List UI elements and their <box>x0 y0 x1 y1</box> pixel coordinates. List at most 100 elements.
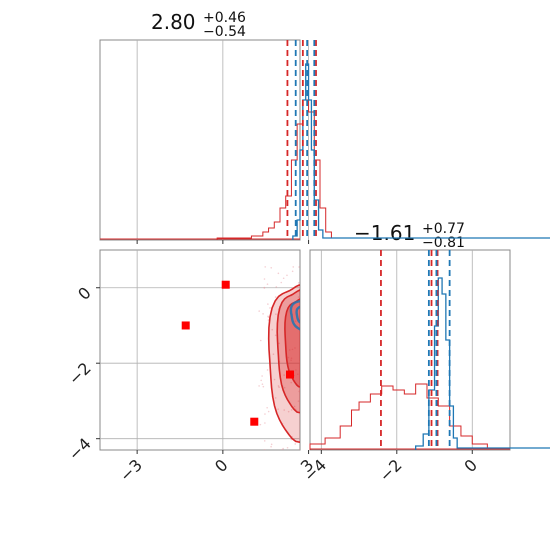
scatter-point <box>306 379 308 381</box>
scatter-point <box>259 423 262 426</box>
scatter-point <box>283 374 285 376</box>
contour-red <box>267 284 300 444</box>
scatter-point <box>262 313 264 315</box>
scatter-point <box>298 266 300 268</box>
title-p1-plus: +0.46 <box>203 10 246 26</box>
scatter-point <box>267 316 270 318</box>
scatter-point <box>295 369 297 371</box>
scatter-point <box>262 385 265 388</box>
joint-density-panel <box>96 249 310 455</box>
scatter-point <box>258 385 260 387</box>
histogram-red-series <box>216 99 550 240</box>
y-tick-label: −2 <box>65 359 95 389</box>
scatter-point <box>302 378 304 380</box>
scatter-point <box>267 410 270 413</box>
scatter-point <box>286 446 289 449</box>
scatter-point <box>263 286 266 289</box>
scatter-point <box>263 278 266 280</box>
scatter-point <box>301 364 303 366</box>
scatter-point <box>277 408 279 410</box>
title-p2-value: −1.61 <box>354 221 415 245</box>
histogram-p1-panel <box>99 39 550 244</box>
scatter-point <box>304 437 306 439</box>
scatter-point <box>266 406 268 409</box>
scatter-point <box>308 421 310 423</box>
scatter-point <box>270 453 272 455</box>
scatter-point <box>277 385 280 387</box>
scatter-point <box>298 390 300 393</box>
marker-red <box>250 417 259 426</box>
scatter-point <box>264 266 267 268</box>
scatter-point <box>305 296 307 298</box>
scatter-point <box>282 447 284 450</box>
scatter-point <box>308 400 310 402</box>
title-p1-minus: −0.54 <box>203 24 246 40</box>
scatter-point <box>297 373 299 376</box>
scatter-point <box>307 359 309 361</box>
joint-density-content <box>100 250 310 455</box>
scatter-point <box>278 386 280 389</box>
scatter-point <box>269 307 271 309</box>
title-p1-value: 2.80 <box>151 10 196 34</box>
x-tick-label: −3 <box>116 455 146 485</box>
scatter-point <box>291 348 294 351</box>
scatter-point <box>270 267 273 269</box>
y-tick-label: −4 <box>65 434 95 464</box>
scatter-point <box>266 283 269 285</box>
contour-red <box>284 298 300 388</box>
scatter-point <box>301 271 303 273</box>
scatter-point <box>259 339 262 342</box>
scatter-point <box>273 378 276 381</box>
scatter-point <box>263 449 266 450</box>
scatter-point <box>267 319 270 321</box>
scatter-point <box>286 274 288 277</box>
scatter-point <box>297 296 300 298</box>
histogram-red-series <box>309 383 550 450</box>
panel-frame <box>99 39 301 241</box>
scatter-point <box>260 379 262 382</box>
scatter-point <box>263 440 266 442</box>
histogram-blue-series <box>415 277 550 450</box>
scatter-point <box>267 303 269 305</box>
scatter-point <box>275 313 277 315</box>
scatter-point <box>290 409 293 411</box>
scatter-point <box>275 286 278 288</box>
scatter-point <box>303 377 305 379</box>
scatter-point <box>292 266 295 268</box>
scatter-point <box>261 375 263 377</box>
marker-red <box>181 321 190 330</box>
title-p2-minus: −0.81 <box>422 235 465 251</box>
scatter-point <box>261 383 264 385</box>
x-tick-label: 0 <box>211 455 232 476</box>
panel-frame <box>99 249 301 451</box>
scatter-point <box>307 424 309 426</box>
scatter-point <box>272 353 275 356</box>
scatter-point <box>291 270 294 273</box>
scatter-point <box>281 448 283 450</box>
scatter-point <box>287 410 290 413</box>
scatter-point <box>307 289 309 291</box>
scatter-point <box>290 359 292 362</box>
histogram-blue-series <box>292 63 550 240</box>
marker-red <box>286 370 294 379</box>
x-tick-label: 0 <box>460 455 481 476</box>
scatter-point <box>274 296 277 298</box>
title-p2-plus: +0.77 <box>422 221 465 237</box>
scatter-point <box>277 272 280 275</box>
scatter-point <box>299 361 300 363</box>
scatter-point <box>290 357 293 360</box>
scatter-point <box>293 405 296 408</box>
scatter-point <box>308 423 310 425</box>
scatter-point <box>287 356 290 359</box>
scatter-point <box>302 375 304 377</box>
title-p1: 2.80 +0.46 −0.54 <box>151 10 246 40</box>
contour-blue <box>289 299 300 331</box>
scatter-point <box>294 320 297 322</box>
histogram-p2-panel <box>309 249 550 454</box>
scatter-point <box>297 400 300 402</box>
scatter-point <box>288 349 291 351</box>
marker-blue <box>302 311 310 319</box>
scatter-point <box>264 422 266 424</box>
scatter-point <box>270 445 272 448</box>
